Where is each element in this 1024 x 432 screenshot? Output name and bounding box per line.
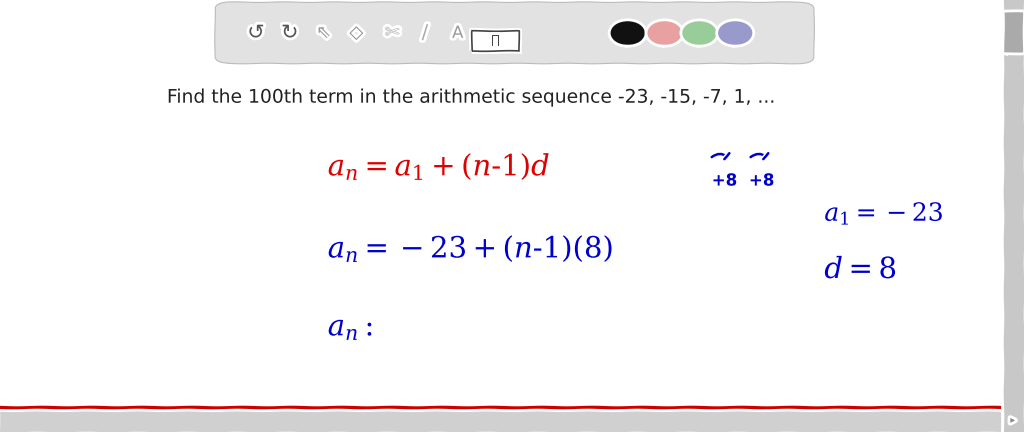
- Text: ▸: ▸: [1011, 415, 1015, 425]
- Text: ⇖: ⇖: [316, 24, 331, 42]
- Ellipse shape: [610, 21, 645, 45]
- Bar: [0, 408, 1001, 432]
- Text: /: /: [422, 23, 428, 42]
- Text: $a_n = a_1 + (n\text{-}1)d$: $a_n = a_1 + (n\text{-}1)d$: [328, 150, 550, 182]
- Ellipse shape: [683, 21, 717, 45]
- Text: +8  +8: +8 +8: [712, 172, 774, 190]
- Text: ◇: ◇: [349, 24, 364, 42]
- Text: $a_1 = -23$: $a_1 = -23$: [824, 201, 944, 227]
- Text: A: A: [452, 24, 464, 42]
- FancyBboxPatch shape: [472, 31, 519, 51]
- Text: $a_n :$: $a_n :$: [328, 314, 374, 342]
- Text: ⛰: ⛰: [492, 34, 500, 47]
- Text: ✄: ✄: [385, 24, 399, 42]
- Ellipse shape: [648, 21, 682, 45]
- Bar: [0, 406, 1001, 409]
- Text: $d = 8$: $d = 8$: [824, 256, 897, 284]
- Text: Find the 100th term in the arithmetic sequence -23, -15, -7, 1, ...: Find the 100th term in the arithmetic se…: [167, 88, 775, 107]
- Text: ↺: ↺: [247, 23, 265, 43]
- FancyBboxPatch shape: [1005, 13, 1023, 52]
- Bar: [1004, 0, 1024, 432]
- Text: $a_n = -23 + (n\text{-}1)(8)$: $a_n = -23 + (n\text{-}1)(8)$: [328, 232, 613, 264]
- Text: ↻: ↻: [281, 23, 299, 43]
- FancyBboxPatch shape: [215, 2, 814, 64]
- Ellipse shape: [719, 21, 752, 45]
